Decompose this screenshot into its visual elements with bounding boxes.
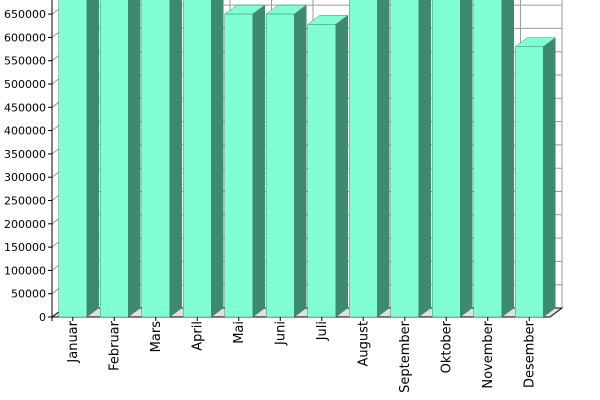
bar-front <box>473 0 502 318</box>
bar <box>473 0 514 318</box>
y-axis-ticks: 0 50000 100000 150000 200000 250000 300000 3500… <box>4 8 52 324</box>
x-tick-label: Mai <box>232 321 247 344</box>
y-tick-label: 450000 <box>4 101 46 114</box>
y-tick-label: 200000 <box>4 218 46 231</box>
x-tick-label: Juli <box>315 321 330 341</box>
x-tick-label: Desember <box>522 320 537 388</box>
bar-front <box>58 0 87 318</box>
bar-side <box>543 37 556 318</box>
y-tick-label: 400000 <box>4 125 46 138</box>
bar <box>306 14 349 318</box>
x-tick-label: Oktober <box>439 320 454 373</box>
bar-front <box>390 0 419 318</box>
bar-side <box>128 0 141 318</box>
y-tick-label: 550000 <box>4 55 46 68</box>
bar <box>183 0 224 318</box>
bar <box>390 0 431 318</box>
x-tick-label: November <box>481 320 496 388</box>
x-tick-label: Januar <box>66 320 81 363</box>
x-tick-label: September <box>398 320 413 393</box>
bar <box>100 0 141 318</box>
y-tick-label: 0 <box>39 311 46 324</box>
bar-side <box>294 4 307 318</box>
bar-side <box>169 0 182 318</box>
x-tick-label: April <box>190 321 205 351</box>
y-tick-label: 650000 <box>4 8 46 21</box>
bar-side <box>460 0 473 318</box>
y-tick-label: 300000 <box>4 171 46 184</box>
bar <box>349 0 390 318</box>
bar-side <box>252 4 265 318</box>
y-tick-label: 600000 <box>4 31 46 44</box>
bar-front <box>515 46 544 318</box>
y-tick-label: 350000 <box>4 148 46 161</box>
bar-side <box>501 0 514 318</box>
y-tick-label: 100000 <box>4 264 46 277</box>
bar-side <box>377 0 390 318</box>
bar-side <box>211 0 224 318</box>
bar-front <box>224 13 253 318</box>
bar <box>514 37 556 318</box>
x-tick-label: Juni <box>273 321 288 346</box>
bar-front <box>183 0 212 318</box>
bar <box>432 0 473 318</box>
x-axis-labels: Januar Februar Mars April Mai Juni Juli August S… <box>66 317 537 393</box>
x-tick-label: August <box>356 321 371 367</box>
bar-front <box>349 0 378 318</box>
bar-front <box>100 0 129 318</box>
bar-side <box>418 0 431 318</box>
bar-front <box>141 0 170 318</box>
x-tick-label: Mars <box>149 321 164 353</box>
x-tick-label: Februar <box>107 320 122 371</box>
bar <box>224 4 266 318</box>
bar-front <box>266 13 295 318</box>
bar-side <box>86 0 99 318</box>
y-tick-label: 150000 <box>4 241 46 254</box>
bar <box>141 0 182 318</box>
bar-front <box>307 24 336 318</box>
bar <box>58 0 99 318</box>
y-tick-label: 250000 <box>4 195 46 208</box>
bar-side <box>335 14 348 318</box>
bar <box>265 4 307 318</box>
y-tick-label: 500000 <box>4 78 46 91</box>
y-tick-label: 50000 <box>11 288 46 301</box>
bar-front <box>432 0 461 318</box>
